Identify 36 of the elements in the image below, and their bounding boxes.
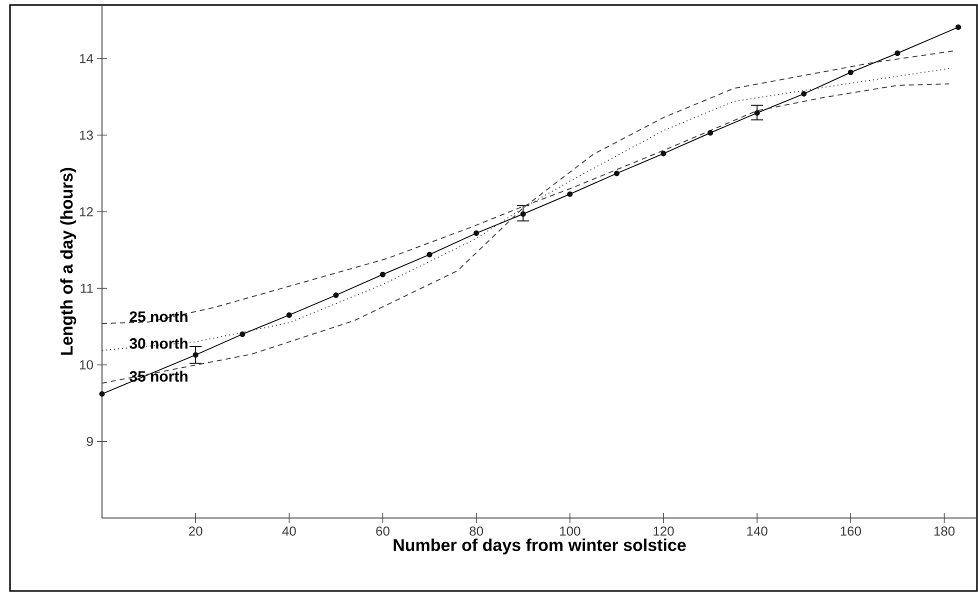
point	[99, 391, 105, 397]
x-tick-label: 40	[282, 526, 296, 536]
x-tick-label: 80	[470, 526, 484, 536]
point	[707, 130, 714, 136]
x-tick-label: 60	[376, 526, 390, 536]
y-tick-label: 11	[80, 284, 93, 293]
point	[192, 352, 198, 358]
point	[520, 211, 526, 217]
series-label: 30 north	[130, 338, 188, 349]
y-axis-title: Length of a day (hours)	[60, 168, 76, 355]
point	[955, 24, 962, 30]
point	[240, 331, 246, 338]
point	[567, 191, 573, 197]
point	[848, 70, 854, 76]
x-tick-label: 180	[934, 526, 955, 536]
point	[801, 91, 807, 97]
x-tick-label: 160	[840, 526, 861, 536]
x-tick-label: 100	[560, 526, 580, 536]
y-tick-label: 13	[80, 130, 93, 140]
x-axis-title: Number of days from winter solstice	[394, 538, 686, 554]
x-tick-label: 120	[654, 526, 674, 536]
point	[660, 150, 666, 156]
y-tick-label: 12	[80, 207, 93, 216]
point	[754, 110, 760, 116]
point	[474, 230, 480, 236]
point	[380, 272, 386, 278]
point	[426, 252, 432, 258]
x-tick-label: 140	[747, 526, 768, 536]
x-tick-label: 20	[189, 526, 202, 536]
point	[894, 50, 900, 56]
y-tick-label: 9	[86, 436, 93, 446]
point	[286, 312, 292, 318]
y-tick-label: 14	[80, 54, 94, 64]
point	[333, 292, 339, 298]
point	[614, 170, 620, 176]
y-tick-label: 10	[80, 360, 93, 370]
